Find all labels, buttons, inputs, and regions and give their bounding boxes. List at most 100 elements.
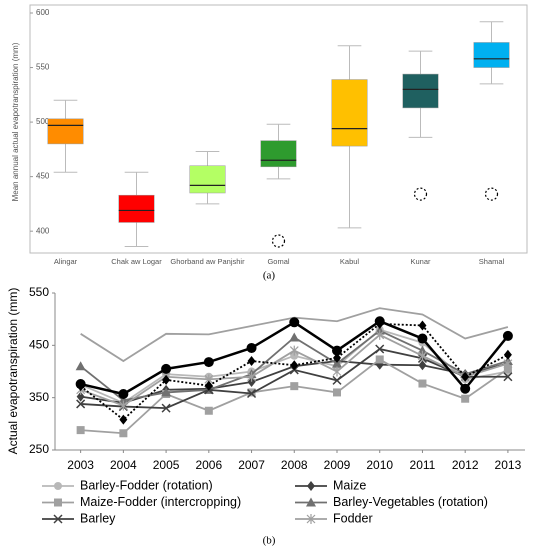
y-tick-label: 600 [36, 8, 50, 17]
marker [204, 406, 213, 415]
marker [289, 345, 299, 356]
outlier [484, 187, 499, 201]
marker [460, 383, 471, 394]
x-tick-label: 2010 [366, 458, 393, 472]
x-tick-label: Gomal [267, 257, 289, 266]
x-tick-label: Shamal [479, 257, 505, 266]
marker [503, 358, 513, 369]
x-tick-label: 2005 [153, 458, 180, 472]
marker [333, 352, 341, 363]
marker [418, 360, 427, 371]
x-tick-label: 2012 [452, 458, 479, 472]
marker [333, 388, 341, 397]
box [189, 165, 226, 194]
marker [332, 358, 342, 368]
legend-marker [307, 481, 315, 491]
marker [290, 360, 299, 371]
x-tick-label: Ghorband aw Panjshir [170, 257, 245, 266]
marker [417, 345, 428, 355]
marker [461, 394, 470, 403]
x-tick-label: 2007 [238, 458, 265, 472]
legend-marker [306, 514, 316, 524]
marker [161, 387, 172, 397]
legend-marker [306, 497, 316, 507]
marker [204, 380, 213, 391]
box [260, 140, 297, 168]
x-tick-label: 2009 [324, 458, 351, 472]
marker [374, 316, 385, 327]
y-tick-label: 450 [29, 338, 49, 352]
legend-label: Fodder [333, 511, 373, 525]
x-tick-label: 2006 [195, 458, 222, 472]
x-tick-label: 2003 [67, 458, 94, 472]
legend-label: Barley-Vegetables (rotation) [333, 495, 488, 509]
y-tick-label: 450 [36, 172, 50, 181]
marker [118, 400, 128, 411]
legend-marker [54, 482, 62, 490]
marker [503, 372, 513, 382]
y-tick-label: 350 [29, 390, 49, 404]
marker [332, 375, 342, 385]
marker [75, 361, 86, 371]
marker [502, 330, 513, 341]
marker [119, 429, 128, 438]
caption: (a) [263, 270, 276, 282]
x-tick-label: Alingar [54, 257, 78, 266]
legend-label: Barley [80, 511, 116, 525]
y-tick-label: 400 [36, 226, 50, 235]
box [473, 42, 510, 68]
x-tick-label: 2011 [410, 458, 436, 472]
legend-label: Maize-Fodder (intercropping) [80, 495, 241, 509]
legend-label: Maize [333, 478, 366, 492]
y-tick-label: 550 [36, 63, 50, 72]
marker [375, 355, 384, 364]
box [402, 73, 439, 109]
caption: (b) [263, 535, 276, 547]
legend-marker [54, 498, 62, 507]
marker [289, 332, 300, 342]
y-axis-label: Mean annual actual evapotranspiration (m… [11, 42, 20, 201]
x-tick-label: 2004 [110, 458, 137, 472]
marker [247, 356, 256, 367]
marker [289, 317, 300, 328]
marker [418, 320, 427, 331]
x-tick-label: 2013 [495, 458, 522, 472]
marker [76, 426, 85, 435]
marker [418, 379, 427, 388]
x-tick-label: Chak aw Logar [111, 257, 162, 266]
x-tick-label: Kabul [340, 257, 360, 266]
marker [75, 379, 86, 390]
marker [503, 349, 512, 360]
box [47, 118, 84, 145]
marker [118, 395, 129, 405]
marker [461, 371, 470, 382]
x-tick-label: 2008 [281, 458, 308, 472]
marker [162, 374, 171, 385]
marker [119, 414, 128, 425]
legend-label: Barley-Fodder (rotation) [80, 478, 213, 492]
marker [161, 403, 171, 413]
outlier [271, 234, 286, 248]
marker [76, 399, 86, 409]
marker [332, 345, 342, 356]
marker [417, 333, 428, 344]
box [331, 79, 368, 147]
y-tick-label: 500 [36, 117, 50, 126]
marker [76, 391, 85, 402]
legend-marker [53, 514, 63, 524]
marker [332, 366, 342, 377]
marker [118, 389, 129, 400]
marker [375, 344, 385, 354]
marker [290, 351, 299, 360]
marker [375, 329, 385, 340]
marker [503, 364, 512, 373]
marker [418, 350, 427, 361]
y-tick-label: 550 [29, 285, 49, 299]
y-axis-label: Actual evapotranspiration (mm) [6, 288, 20, 455]
marker [247, 388, 257, 399]
marker [203, 357, 214, 368]
marker [161, 363, 172, 374]
marker [290, 382, 299, 391]
